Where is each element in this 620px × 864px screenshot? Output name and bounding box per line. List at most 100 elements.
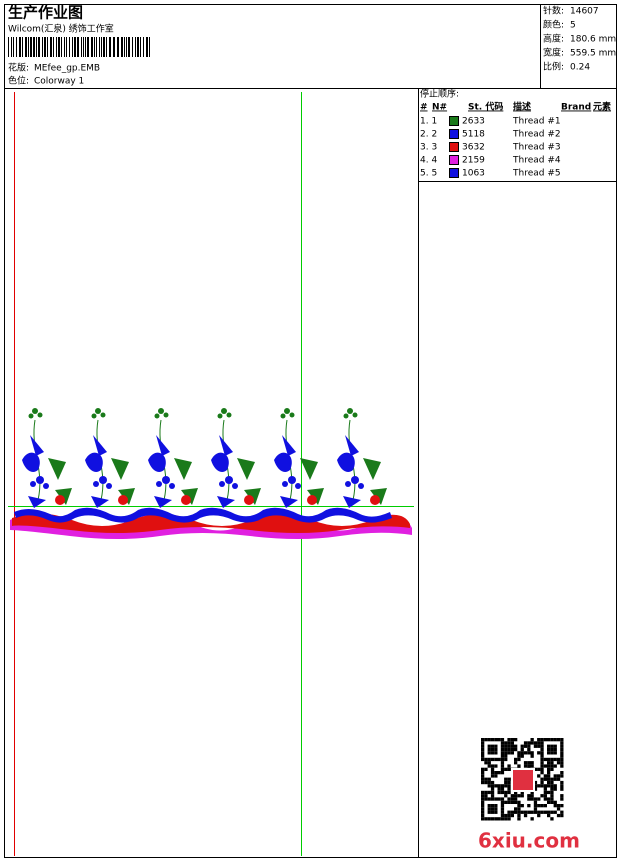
qr-module	[547, 810, 551, 814]
qr-module	[500, 757, 505, 762]
qr-module	[500, 813, 505, 818]
qr-module	[530, 817, 534, 821]
color-swatch	[449, 155, 459, 165]
qr-module	[507, 738, 511, 742]
qr-module	[547, 784, 551, 788]
qr-module	[481, 800, 485, 804]
qr-module	[533, 741, 538, 745]
qr-module	[553, 784, 557, 788]
bar-stripe	[44, 37, 46, 57]
qr-module	[510, 751, 514, 755]
qr-module	[514, 757, 518, 762]
qr-module	[494, 744, 498, 748]
qr-module	[543, 764, 547, 768]
qr-module	[481, 777, 485, 781]
qr-module	[543, 787, 547, 791]
qr-module	[494, 738, 498, 742]
qr-module	[507, 790, 511, 795]
qr-module	[530, 754, 534, 758]
bar-stripe	[19, 37, 21, 57]
qr-module	[537, 744, 541, 748]
qr-module	[556, 807, 561, 811]
qr-module	[500, 771, 505, 775]
qr-module	[553, 744, 557, 748]
stat-value: 14607	[570, 7, 599, 17]
bar-stripe	[22, 37, 23, 57]
qr-module	[514, 810, 518, 814]
qr-module	[533, 784, 538, 788]
qr-module	[514, 797, 518, 801]
qr-module	[560, 744, 564, 748]
bar-stripe	[101, 37, 102, 57]
thread-code: 2633	[462, 117, 485, 127]
qr-module	[500, 807, 505, 811]
bar-stripe	[137, 37, 139, 57]
qr-module	[527, 764, 531, 768]
qr-module	[487, 761, 491, 765]
qr-module	[520, 794, 524, 798]
bar-stripe	[143, 37, 144, 57]
qr-module	[520, 751, 524, 755]
thread-code: 5118	[462, 130, 485, 140]
qr-module	[560, 794, 564, 798]
qr-module	[504, 767, 508, 771]
qr-module	[520, 744, 524, 748]
bar-stripe	[38, 37, 40, 57]
qr-module	[553, 774, 557, 778]
qr-module	[487, 777, 491, 781]
bar-stripe	[124, 37, 125, 57]
bar-stripe	[103, 37, 105, 57]
qr-module	[540, 747, 544, 752]
qr-module	[560, 787, 564, 791]
column-header: St. 代码	[468, 101, 503, 113]
qr-module	[507, 780, 511, 785]
qr-module	[487, 764, 491, 768]
thread-code: 1063	[462, 169, 485, 179]
qr-module	[550, 797, 554, 801]
qr-module	[481, 790, 485, 795]
qr-module	[481, 757, 485, 762]
outer-border	[4, 4, 617, 858]
qr-module	[500, 767, 505, 771]
qr-module	[547, 767, 551, 771]
qr-module	[533, 797, 538, 801]
qr-module	[497, 797, 501, 801]
bar-stripe	[64, 37, 65, 57]
qr-module	[490, 751, 495, 755]
qr-module	[504, 817, 508, 821]
bar-stripe	[106, 37, 107, 57]
qr-module	[547, 744, 551, 748]
bar-stripe	[42, 37, 43, 57]
qr-module	[540, 744, 544, 748]
qr-module	[500, 764, 505, 768]
qr-module	[556, 757, 561, 762]
thread-description: Thread #2	[512, 130, 561, 140]
qr-module	[530, 761, 534, 765]
qr-module	[523, 741, 528, 745]
qr-module	[514, 790, 518, 795]
qr-module	[550, 757, 554, 762]
qr-module	[490, 771, 495, 775]
qr-module	[540, 761, 544, 765]
bar-stripe	[47, 37, 48, 57]
qr-module	[560, 741, 564, 745]
qr-module	[517, 751, 521, 755]
qr-module	[523, 764, 528, 768]
qr-module	[500, 747, 505, 752]
qr-module	[487, 807, 491, 811]
color-swatch	[449, 129, 459, 139]
qr-module	[494, 784, 498, 788]
thread-code: 2159	[462, 156, 485, 166]
qr-module	[533, 810, 538, 814]
bar-stripe	[85, 37, 86, 57]
qr-module	[481, 738, 485, 742]
qr-module	[490, 747, 495, 752]
qr-module	[543, 774, 547, 778]
qr-module	[540, 767, 544, 771]
qr-module	[520, 754, 524, 758]
qr-module	[523, 813, 528, 818]
qr-module	[547, 777, 551, 781]
qr-module	[527, 751, 531, 755]
qr-module	[520, 804, 524, 808]
